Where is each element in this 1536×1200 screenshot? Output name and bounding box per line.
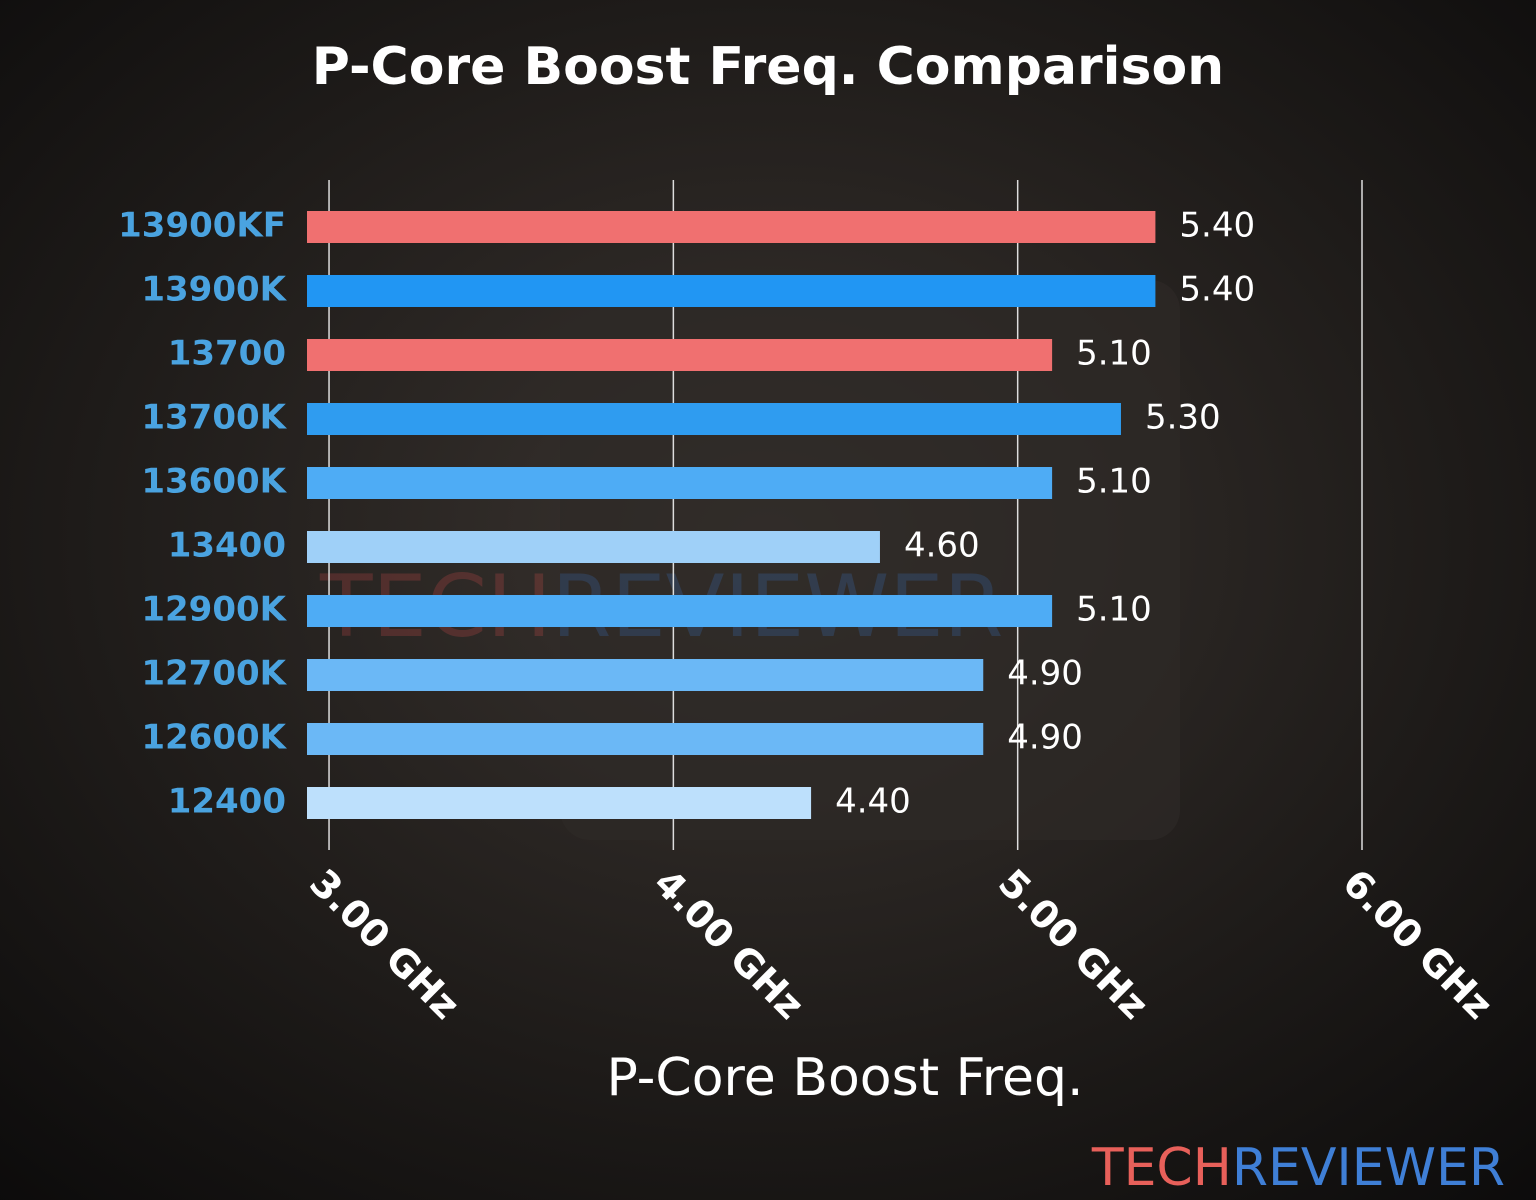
y-tick-label: 12400 <box>168 782 286 822</box>
y-tick-label: 13600K <box>141 462 287 502</box>
value-label: 5.40 <box>1179 270 1255 310</box>
bar <box>307 595 1053 627</box>
y-tick-label: 13700 <box>168 334 286 374</box>
logo: TECHREVIEWER <box>1091 1138 1505 1198</box>
value-label: 4.90 <box>1007 654 1083 694</box>
value-label: 5.10 <box>1076 590 1152 630</box>
y-tick-label: 12600K <box>141 718 287 758</box>
bar <box>307 403 1121 435</box>
bar <box>307 531 880 563</box>
bar <box>307 211 1156 243</box>
value-label: 5.30 <box>1145 398 1221 438</box>
value-label: 4.90 <box>1007 718 1083 758</box>
bar <box>307 275 1156 307</box>
bar <box>307 467 1053 499</box>
y-tick-label: 12900K <box>141 590 287 630</box>
value-label: 4.60 <box>904 526 980 566</box>
y-tick-label: 13900KF <box>118 206 286 246</box>
y-tick-label: 12700K <box>141 654 287 694</box>
value-label: 5.10 <box>1076 462 1152 502</box>
y-tick-label: 13400 <box>168 526 286 566</box>
y-tick-label: 13700K <box>141 398 287 438</box>
bar <box>307 659 984 691</box>
value-label: 4.40 <box>835 782 911 822</box>
bar <box>307 723 984 755</box>
y-tick-label: 13900K <box>141 270 287 310</box>
value-label: 5.40 <box>1179 206 1255 246</box>
bar <box>307 339 1053 371</box>
bar <box>307 787 812 819</box>
axis-title: P-Core Boost Freq. <box>606 1048 1083 1108</box>
value-label: 5.10 <box>1076 334 1152 374</box>
chart-title: P-Core Boost Freq. Comparison <box>312 37 1224 97</box>
